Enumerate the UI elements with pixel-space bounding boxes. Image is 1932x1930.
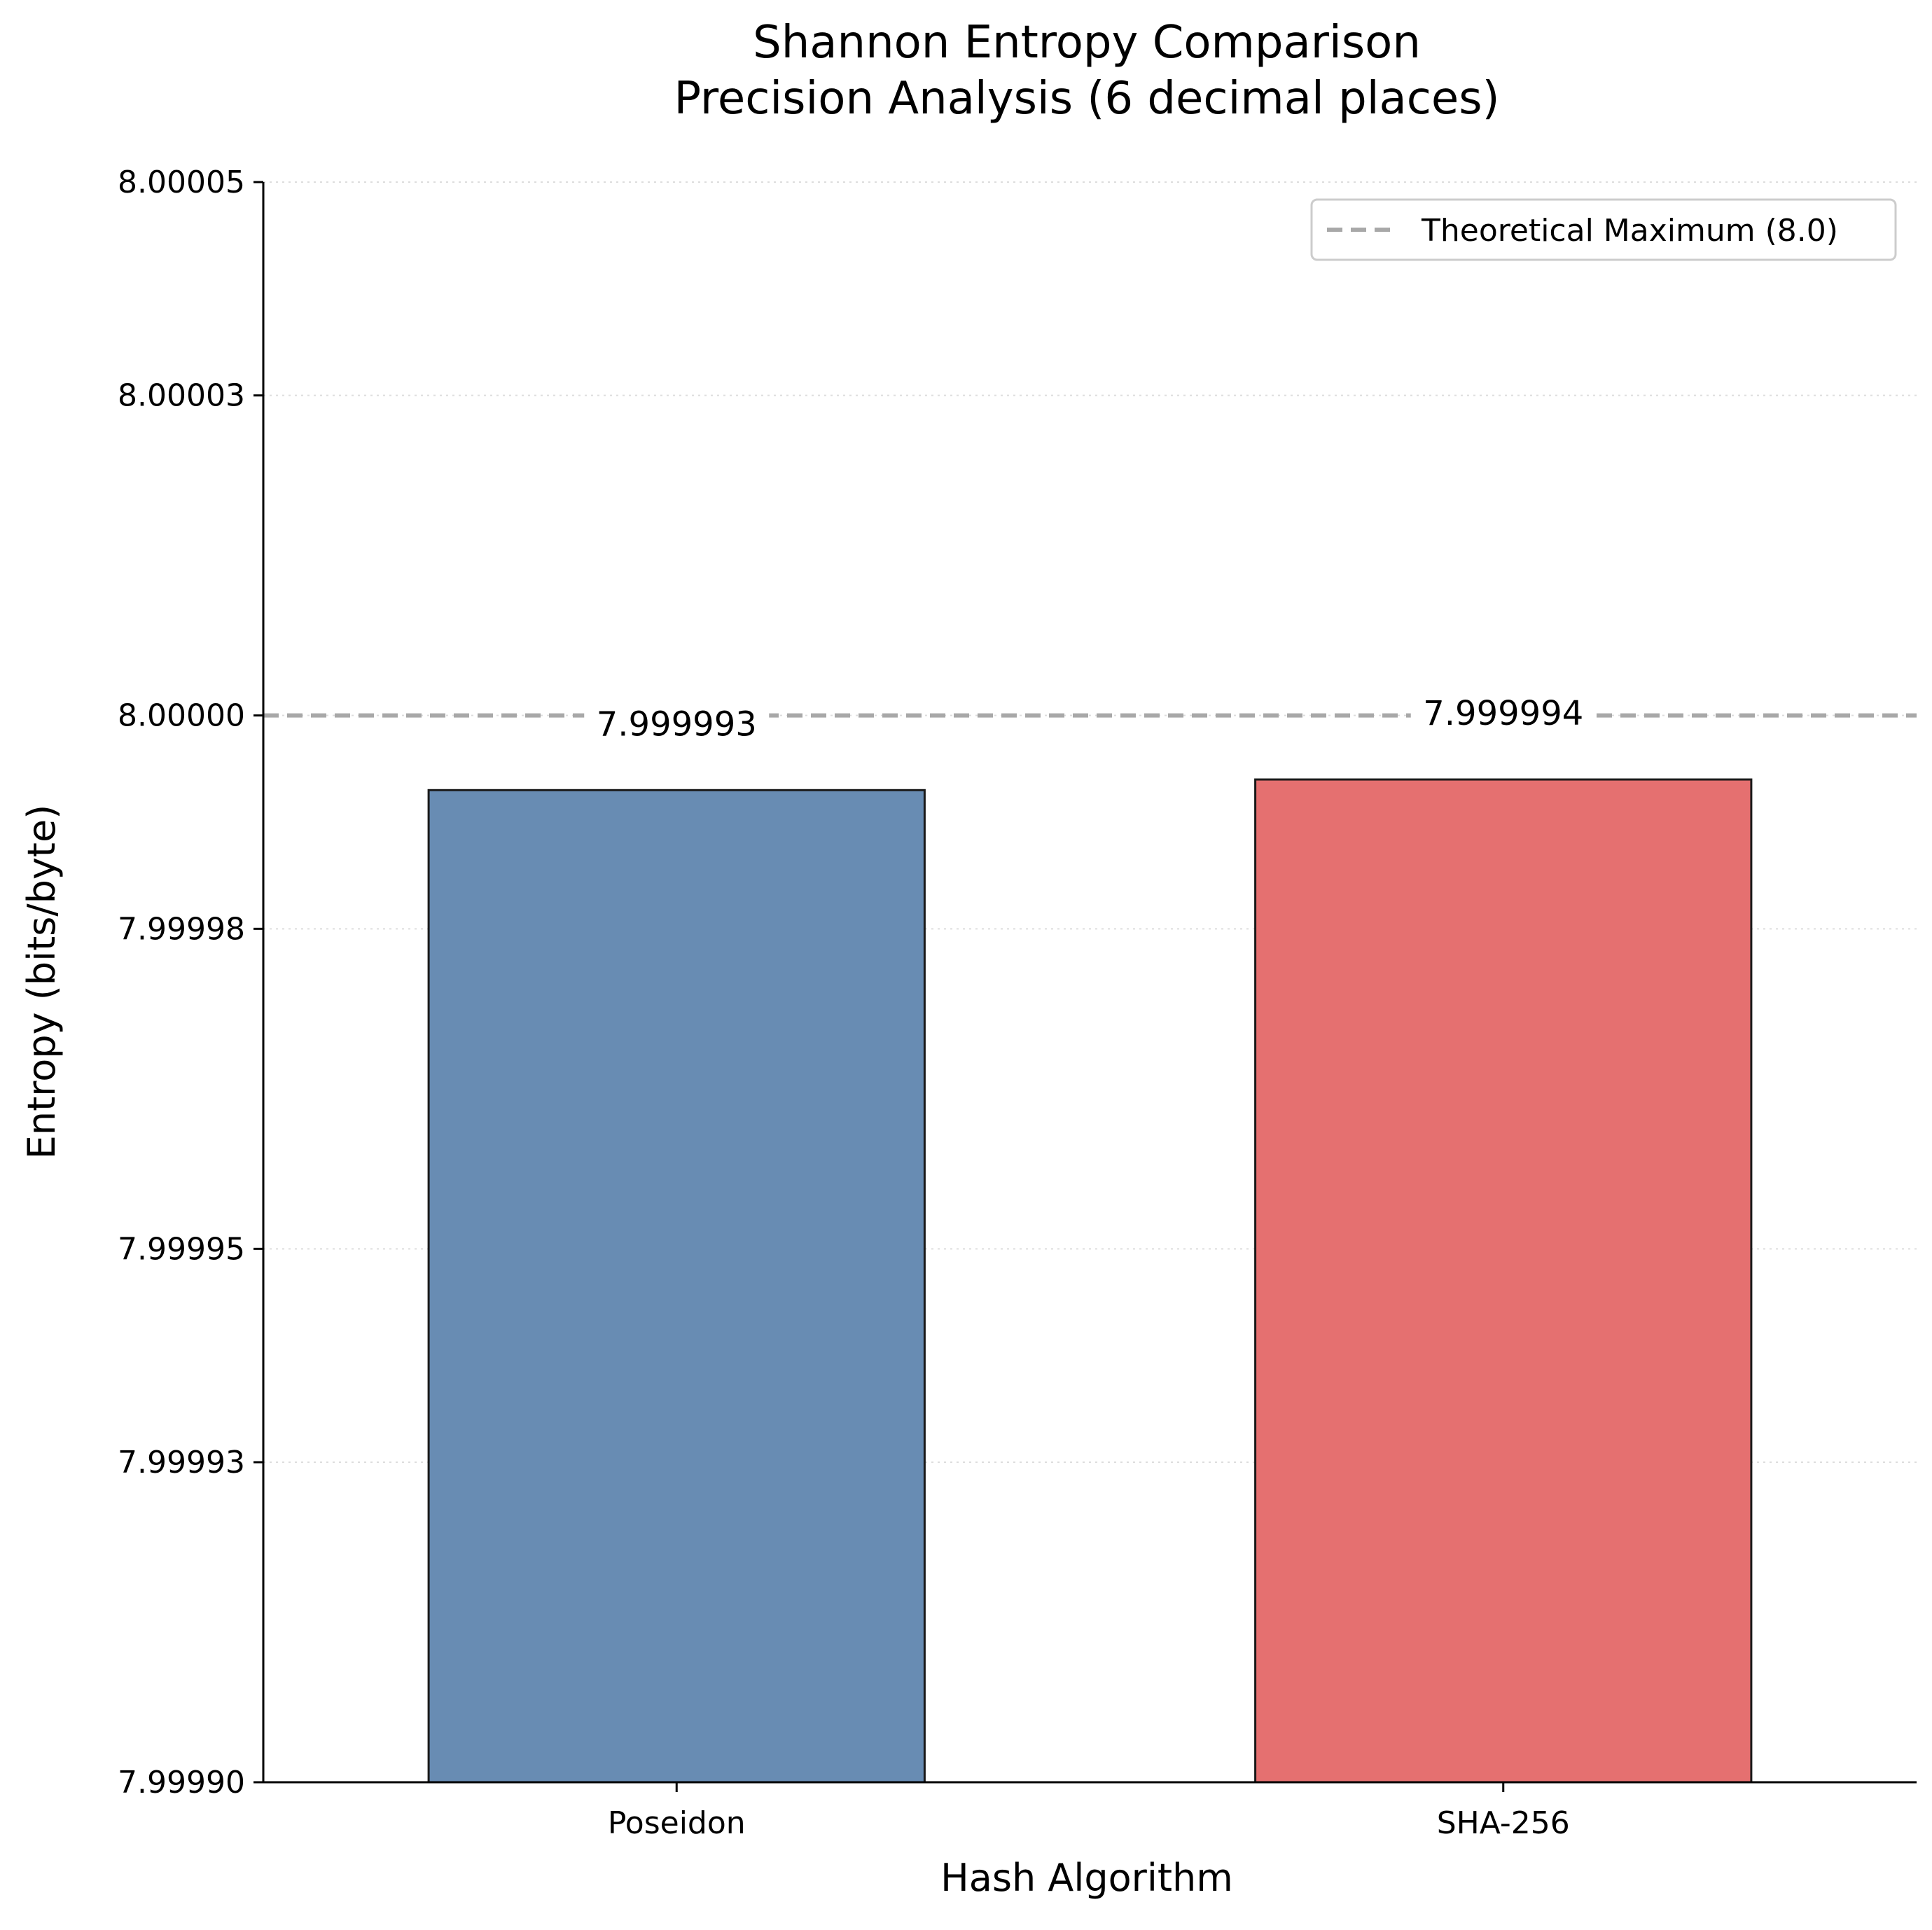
data-label-backing xyxy=(584,704,770,746)
data-label: 7.999993 xyxy=(597,704,757,744)
y-tick-label: 7.99993 xyxy=(118,1445,245,1480)
x-tick-label: SHA-256 xyxy=(1437,1805,1570,1841)
chart-title-line1: Shannon Entropy Comparison xyxy=(753,17,1421,69)
data-labels: 7.999993 7.999994 xyxy=(584,694,1596,746)
bar-sha-256 xyxy=(1254,778,1753,1784)
axes: 7.99990 7.99993 7.99995 7.99998 8.00000 8.000… xyxy=(118,165,1917,1841)
bar-poseidon xyxy=(427,789,926,1784)
y-tick-label: 8.00005 xyxy=(118,165,245,200)
y-tick-label: 7.99990 xyxy=(118,1765,245,1800)
y-axis-label: Entropy (bits/byte) xyxy=(20,805,64,1160)
legend: Theoretical Maximum (8.0) xyxy=(1310,198,1897,261)
legend-box xyxy=(1310,198,1897,261)
y-tick-label: 7.99998 xyxy=(118,911,245,947)
x-axis-label: Hash Algorithm xyxy=(940,1856,1233,1900)
chart-title-line2: Precision Analysis (6 decimal places) xyxy=(674,73,1499,125)
bars xyxy=(427,778,1753,1784)
x-tick-label: Poseidon xyxy=(608,1805,746,1841)
legend-reference-line-label: Theoretical Maximum (8.0) xyxy=(1421,213,1838,249)
y-tick-label: 8.00000 xyxy=(118,698,245,734)
y-tick-label: 7.99995 xyxy=(118,1231,245,1267)
data-label: 7.999994 xyxy=(1423,694,1583,733)
y-tick-label: 8.00003 xyxy=(118,378,245,414)
data-label-backing xyxy=(1410,694,1596,735)
